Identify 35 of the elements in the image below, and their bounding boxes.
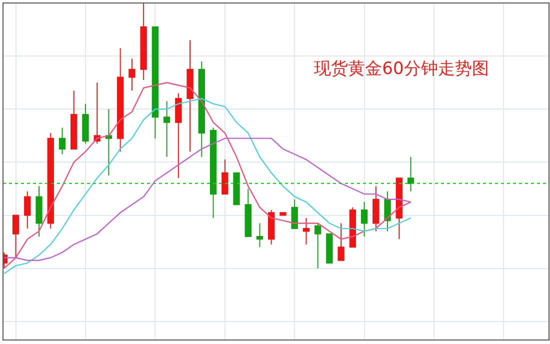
candlestick [384, 190, 391, 232]
candlestick [210, 127, 217, 218]
candlestick [175, 92, 182, 179]
candlestick [244, 188, 252, 238]
candlestick [349, 206, 356, 248]
candlestick [326, 233, 333, 264]
candlestick [360, 202, 368, 238]
candlestick [94, 82, 100, 144]
candlestick [105, 108, 112, 176]
candlestick [372, 186, 380, 232]
candlestick [70, 90, 78, 150]
candlestick [268, 209, 275, 245]
candlestick [128, 58, 136, 92]
candlestick [58, 127, 66, 155]
candlestick [36, 186, 42, 238]
candlestick [396, 178, 402, 240]
candlestick [140, 3, 147, 80]
candlestick [302, 217, 310, 245]
candlestick [116, 48, 124, 152]
text: 现货黄金60分钟走势图 [314, 58, 489, 79]
candlestick [186, 40, 194, 152]
candlestick [24, 190, 31, 230]
candlestick [163, 100, 170, 158]
candlestick [280, 212, 286, 216]
candlestick [407, 156, 414, 192]
candlestick [47, 132, 54, 230]
candlestick [338, 222, 344, 261]
candlestick [222, 159, 228, 195]
candlestick [256, 222, 264, 248]
candlestick [314, 222, 322, 269]
candlestick [198, 60, 205, 158]
candlestick [12, 214, 20, 258]
candlestick [291, 198, 298, 230]
candlestick [233, 172, 240, 206]
candlestick [82, 103, 89, 144]
